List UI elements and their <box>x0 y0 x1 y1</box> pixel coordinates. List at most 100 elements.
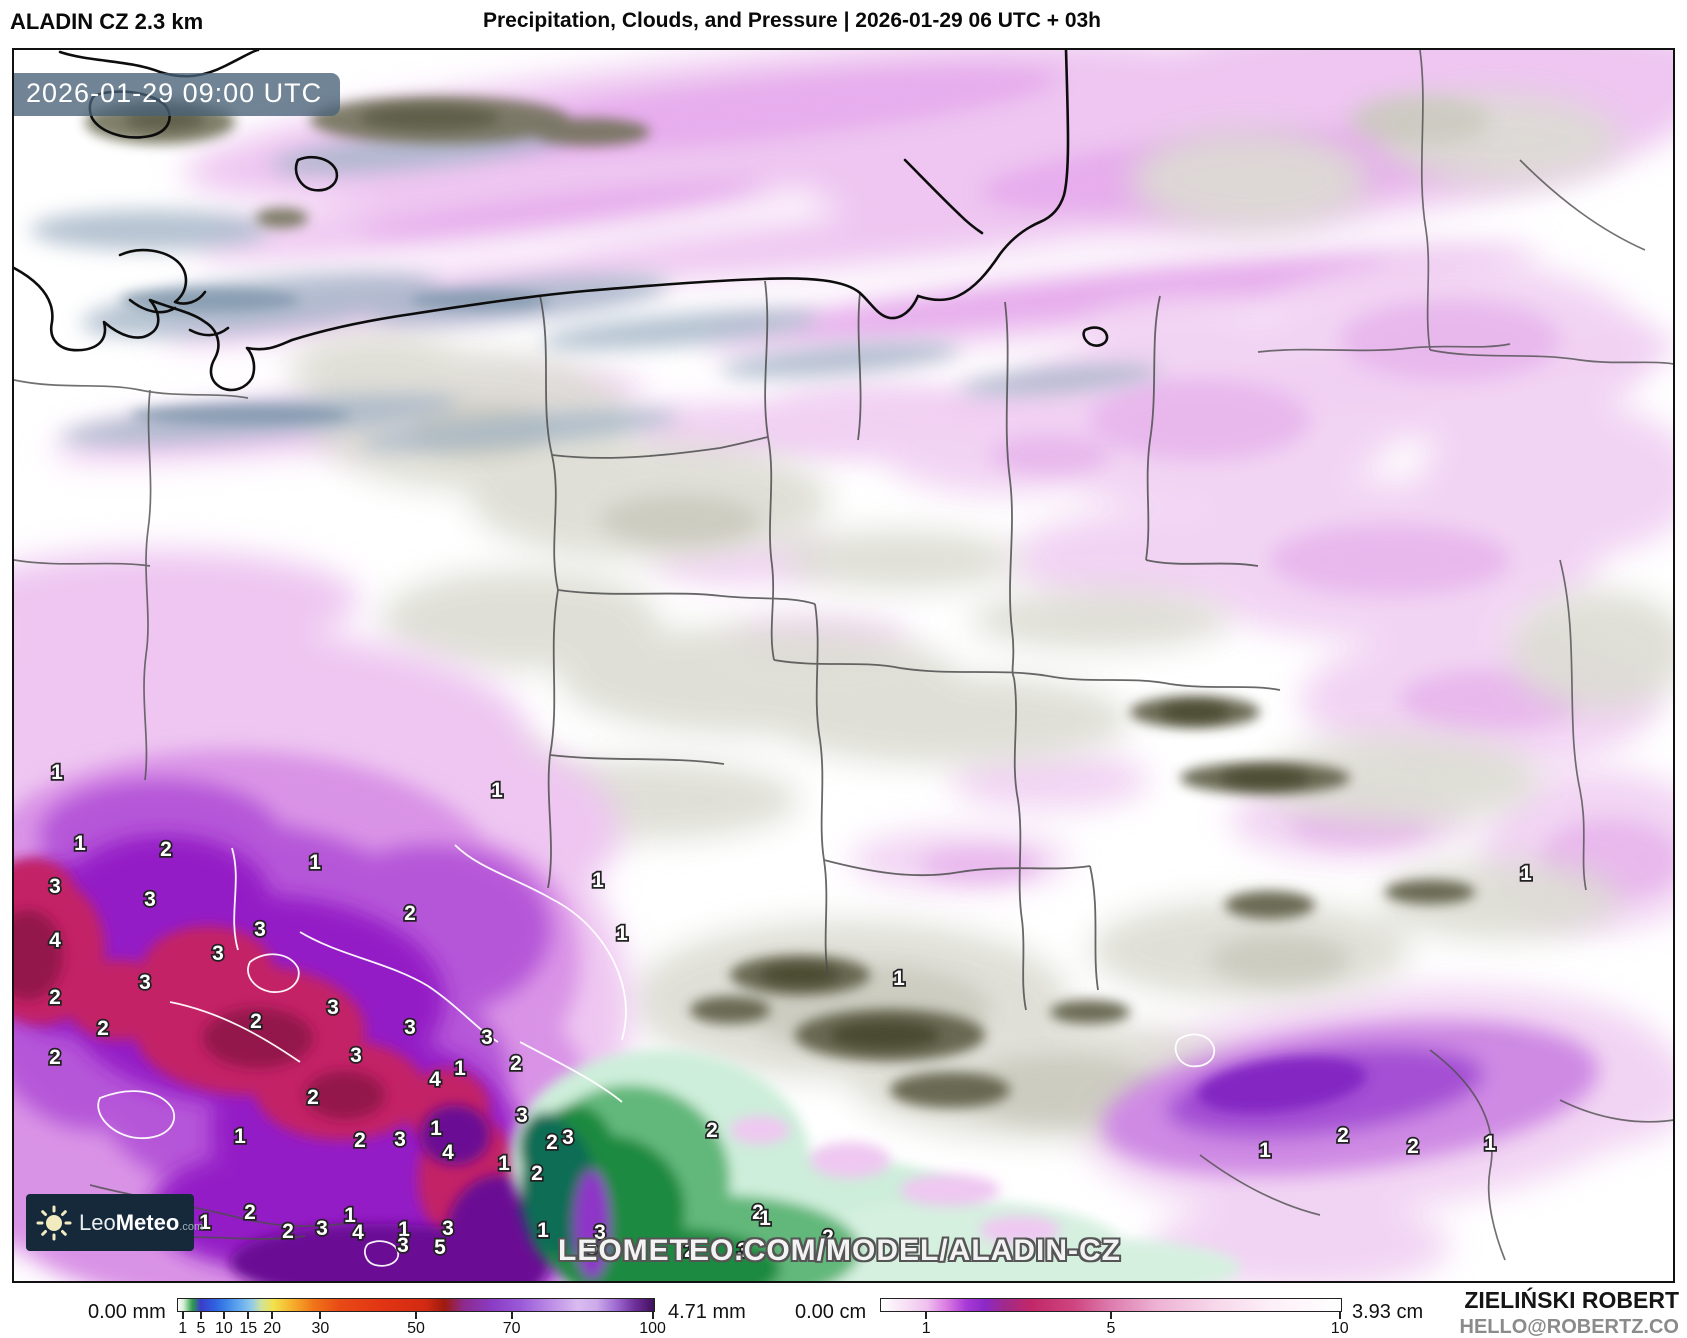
snow-legend-max: 3.93 cm <box>1352 1301 1424 1323</box>
attribution-email: HELLO@ROBERTZ.CO <box>1459 1315 1680 1338</box>
legend-tick-label: 5 <box>1106 1320 1116 1337</box>
map-value-label: 1 <box>491 779 503 802</box>
legend-tick-label: 100 <box>639 1320 666 1337</box>
legend-tick-label: 10 <box>1330 1320 1349 1337</box>
map-value-label: 3 <box>442 1217 454 1240</box>
map-value-label: 1 <box>1259 1139 1271 1162</box>
region-borders-czech <box>97 844 1216 1267</box>
map-layers <box>14 50 1673 1281</box>
sun-icon <box>36 1205 72 1241</box>
map-value-label: 1 <box>592 869 604 892</box>
legend-tick <box>181 1312 184 1319</box>
map-value-label: 2 <box>1337 1124 1349 1147</box>
snow-legend-bar <box>880 1298 1342 1312</box>
map-value-label: 1 <box>498 1152 510 1175</box>
map-value-label: 4 <box>429 1068 441 1091</box>
map-value-label: 1 <box>454 1057 466 1080</box>
map-value-label: 2 <box>49 1046 61 1069</box>
legend-tick-label: 50 <box>407 1320 425 1337</box>
timestamp-overlay: 2026-01-29 09:00 UTC <box>14 73 341 116</box>
legend-tick-label: 5 <box>196 1320 206 1337</box>
map-value-label: 3 <box>254 918 266 941</box>
map-value-label: 2 <box>307 1086 319 1109</box>
map-value-label: 2 <box>684 1239 696 1262</box>
map-value-label: 3 <box>144 888 156 911</box>
precip-legend-max: 4.71 mm <box>668 1301 746 1323</box>
map-value-label: 3 <box>481 1026 493 1049</box>
map-value-label: 3 <box>394 1128 406 1151</box>
legend-tick <box>1338 1312 1341 1319</box>
map-value-label: 3 <box>49 875 61 898</box>
legend-tick-label: 15 <box>239 1320 258 1337</box>
map-value-label: 1 <box>759 1207 771 1230</box>
map-value-label: 2 <box>546 1131 558 1154</box>
legend-tick <box>925 1312 928 1319</box>
precip-legend-bar <box>177 1298 655 1312</box>
map-value-label: 2 <box>1407 1135 1419 1158</box>
map-value-label: 1 <box>1520 862 1532 885</box>
map-value-label: 3 <box>139 971 151 994</box>
map-value-label: 3 <box>737 1239 749 1262</box>
map-value-label: 1 <box>1484 1132 1496 1155</box>
legend-tick <box>415 1312 417 1319</box>
attribution: ZIELIŃSKI ROBERT HELLO@ROBERTZ.CO <box>1460 1286 1680 1338</box>
map-value-label: 2 <box>244 1201 256 1224</box>
map-value-label: 2 <box>97 1017 109 1040</box>
region-borders-poland <box>539 280 1281 1011</box>
map-value-label: 3 <box>316 1217 328 1240</box>
precip-legend: 1 5 10 15 20 30 50 70 100 <box>177 1298 666 1338</box>
snow-legend-min: 0.00 cm <box>795 1301 867 1323</box>
legend-tick <box>247 1312 250 1319</box>
map-value-label: 2 <box>531 1162 543 1185</box>
legend-tick-label: 30 <box>311 1320 330 1337</box>
precip-legend-min: 0.00 mm <box>88 1301 166 1323</box>
map-value-label: 2 <box>250 1010 262 1033</box>
map-value-label: 3 <box>212 942 224 965</box>
leometeo-logo[interactable]: LeoMeteo.com <box>26 1194 203 1251</box>
map-value-label: 3 <box>327 996 339 1019</box>
map-value-label: 3 <box>404 1016 416 1039</box>
map-value-label: 2 <box>752 1201 764 1224</box>
map-value-label: 1 <box>616 922 628 945</box>
map-value-label: 1 <box>398 1218 410 1241</box>
map-value-label: 4 <box>49 929 61 952</box>
map-value-label: 1 <box>430 1117 442 1140</box>
legend-tick <box>222 1312 225 1319</box>
legend-tick-label: 20 <box>263 1320 282 1337</box>
page-title: Precipitation, Clouds, and Pressure | 20… <box>482 9 1102 32</box>
model-label: ALADIN CZ 2.3 km <box>10 9 204 34</box>
legend-tick <box>651 1312 654 1319</box>
map-value-label: 1 <box>309 851 321 874</box>
map-value-label: 1 <box>199 1211 211 1234</box>
map-value-label: 3 <box>594 1221 606 1244</box>
legend-tick <box>1110 1312 1112 1319</box>
map-value-label: 3 <box>516 1104 528 1127</box>
watermark: LEOMETEO.COM/MODEL/ALADIN-CZ <box>558 1234 1121 1267</box>
map-value-label: 1 <box>537 1219 549 1242</box>
map-value-label: 2 <box>706 1119 718 1142</box>
legend-tick <box>271 1312 274 1319</box>
map-value-label: 4 <box>442 1141 454 1164</box>
legend-tick-label: 1 <box>178 1320 188 1337</box>
legend-tick-label: 70 <box>502 1320 521 1337</box>
map-value-label: 3 <box>397 1234 409 1257</box>
map-value-label: 4 <box>352 1221 364 1244</box>
map-value-label: 2 <box>160 838 172 861</box>
map-value-label: 2 <box>282 1220 294 1243</box>
map-value-label: 3 <box>562 1126 574 1149</box>
legend-tick-label: 10 <box>214 1320 233 1337</box>
legend-tick <box>319 1312 322 1319</box>
legend-tick-label: 1 <box>921 1320 931 1337</box>
legend-tick <box>510 1312 513 1319</box>
map-value-label: 1 <box>51 761 63 784</box>
map-value-label: 2 <box>510 1052 522 1075</box>
map-value-label: 1 <box>893 967 905 990</box>
map-value-label: 5 <box>434 1236 446 1259</box>
map-value-label: 2 <box>404 902 416 925</box>
map-value-label: 1 <box>234 1125 246 1148</box>
map-value-label: 3 <box>350 1044 362 1067</box>
attribution-name: ZIELIŃSKI ROBERT <box>1464 1287 1679 1313</box>
